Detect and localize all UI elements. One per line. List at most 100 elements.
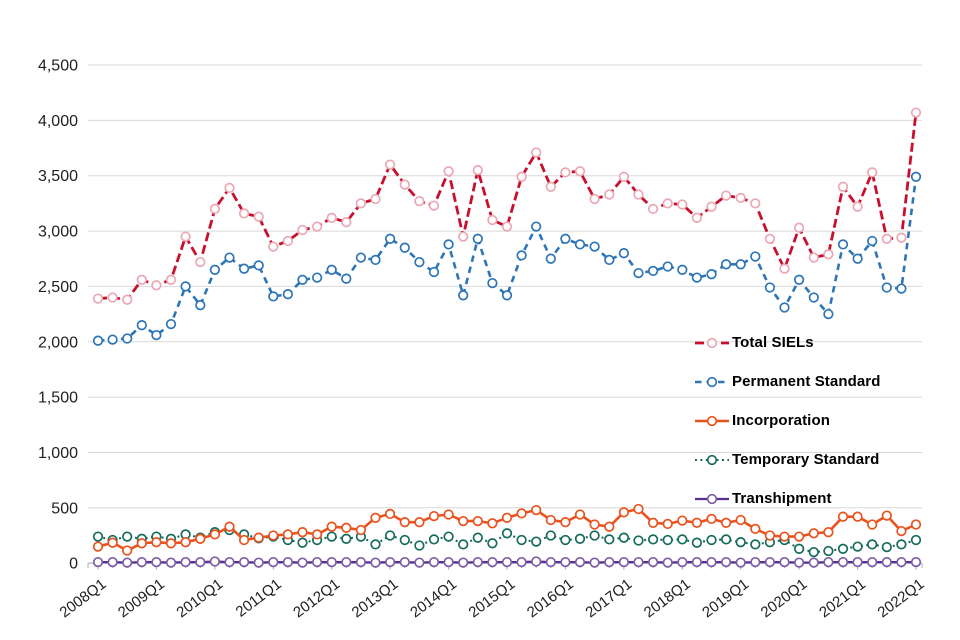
data-point-temporary-standard-2017Q3 [647,534,659,545]
data-point-temporary-standard-2020Q3 [823,545,834,557]
data-point-total-siels-2021Q4 [896,232,907,243]
data-point-total-siels-2011Q4 [311,221,323,232]
data-point-incorporation-2012Q3 [355,524,367,536]
data-point-temporary-standard-2020Q2 [808,546,819,558]
data-point-transhipment-2020Q4 [837,556,849,568]
data-point-transhipment-2016Q3 [589,557,600,568]
data-point-incorporation-2013Q2 [399,517,410,528]
svg-text:0: 0 [69,556,78,573]
data-point-permanent-standard-2018Q2 [691,272,703,283]
svg-text:2022Q1: 2022Q1 [875,576,928,622]
data-point-incorporation-2014Q2 [458,515,469,527]
data-point-transhipment-2014Q1 [443,556,454,568]
data-point-total-siels-2020Q1 [793,222,805,233]
data-point-permanent-standard-2020Q3 [823,308,834,320]
data-point-total-siels-2021Q1 [852,201,863,212]
data-point-transhipment-2014Q2 [458,557,469,568]
data-point-temporary-standard-2018Q3 [706,534,717,546]
data-point-incorporation-2008Q1 [92,541,104,552]
data-point-incorporation-2009Q2 [165,538,177,549]
data-point-temporary-standard-2016Q2 [574,533,586,544]
legend-label-transhipment: Transhipment [732,490,832,507]
data-point-transhipment-2015Q2 [516,556,527,568]
data-point-permanent-standard-2021Q4 [896,283,907,294]
data-point-transhipment-2013Q1 [384,556,396,568]
data-point-temporary-standard-2013Q4 [428,534,440,545]
data-point-transhipment-2014Q4 [487,556,498,568]
data-point-permanent-standard-2012Q2 [341,273,352,284]
data-point-permanent-standard-2015Q4 [545,253,556,264]
data-point-temporary-standard-2014Q2 [458,539,469,550]
data-point-temporary-standard-2013Q1 [384,530,396,541]
data-point-total-siels-2015Q2 [516,171,527,182]
data-point-incorporation-2014Q3 [472,515,483,527]
data-point-transhipment-2013Q2 [399,556,410,568]
data-point-incorporation-2015Q1 [501,512,513,523]
data-point-transhipment-2010Q1 [209,556,221,567]
data-point-temporary-standard-2018Q4 [720,534,732,545]
data-point-temporary-standard-2021Q1 [852,541,863,552]
data-point-total-siels-2022Q1 [910,107,922,118]
data-point-total-siels-2009Q2 [165,274,177,285]
svg-text:1,000: 1,000 [38,445,78,462]
data-point-transhipment-2010Q2 [224,556,235,568]
data-point-permanent-standard-2011Q3 [297,274,308,285]
data-point-transhipment-2010Q4 [253,557,264,568]
data-point-total-siels-2020Q3 [823,249,834,260]
data-point-total-siels-2012Q1 [326,212,337,223]
data-point-permanent-standard-2013Q1 [384,233,396,244]
data-point-permanent-standard-2017Q2 [633,267,644,279]
data-point-permanent-standard-2020Q4 [837,239,849,250]
data-point-temporary-standard-2021Q4 [896,539,907,550]
data-point-permanent-standard-2011Q1 [268,291,279,302]
data-point-temporary-standard-2021Q3 [881,541,892,553]
data-point-transhipment-2008Q2 [107,556,118,568]
data-point-total-siels-2010Q1 [209,203,221,215]
data-point-total-siels-2009Q1 [151,280,162,291]
data-point-transhipment-2019Q4 [779,556,790,568]
data-point-total-siels-2016Q1 [560,167,571,178]
data-point-total-siels-2018Q2 [691,212,703,223]
data-point-temporary-standard-2018Q2 [691,537,703,548]
svg-text:2014Q1: 2014Q1 [407,576,460,622]
data-point-incorporation-2013Q3 [414,517,425,528]
data-point-incorporation-2019Q2 [750,523,761,535]
data-point-permanent-standard-2020Q1 [793,274,805,285]
data-point-total-siels-2008Q3 [122,294,133,305]
data-point-transhipment-2020Q3 [823,556,834,568]
data-point-incorporation-2014Q4 [487,518,498,529]
data-point-total-siels-2013Q4 [428,200,440,211]
data-point-total-siels-2018Q4 [720,190,732,201]
data-point-total-siels-2013Q3 [414,196,425,207]
data-point-temporary-standard-2020Q4 [837,543,849,554]
data-point-total-siels-2016Q3 [589,193,600,205]
data-point-permanent-standard-2009Q1 [151,329,162,341]
svg-text:2019Q1: 2019Q1 [699,576,752,622]
series-permanent-standard [92,171,922,346]
data-point-total-siels-2017Q4 [662,198,673,209]
data-point-total-siels-2010Q3 [238,208,250,219]
data-point-permanent-standard-2010Q4 [253,260,264,271]
data-point-temporary-standard-2019Q1 [735,537,746,548]
data-point-temporary-standard-2017Q2 [633,535,644,546]
data-point-permanent-standard-2020Q2 [808,292,819,303]
data-point-permanent-standard-2019Q3 [764,282,776,293]
svg-text:2009Q1: 2009Q1 [115,576,168,622]
data-point-permanent-standard-2010Q3 [238,263,250,274]
data-point-incorporation-2018Q2 [691,517,703,528]
data-point-incorporation-2017Q2 [633,503,644,515]
data-point-permanent-standard-2009Q2 [165,318,177,330]
data-point-transhipment-2008Q3 [122,557,133,568]
data-point-transhipment-2011Q2 [282,556,294,568]
data-point-permanent-standard-2011Q4 [311,272,323,283]
series-temporary-standard [92,524,922,558]
data-point-transhipment-2017Q1 [618,556,630,568]
data-point-total-siels-2017Q1 [618,171,630,182]
data-point-incorporation-2022Q1 [910,519,922,530]
legend-label-temporary-standard: Temporary Standard [732,451,880,468]
svg-text:3,000: 3,000 [38,224,78,241]
data-point-incorporation-2016Q1 [560,517,571,528]
data-point-transhipment-2016Q2 [574,556,586,568]
legend-marker-total-siels [695,337,729,348]
data-point-incorporation-2016Q4 [604,521,615,532]
